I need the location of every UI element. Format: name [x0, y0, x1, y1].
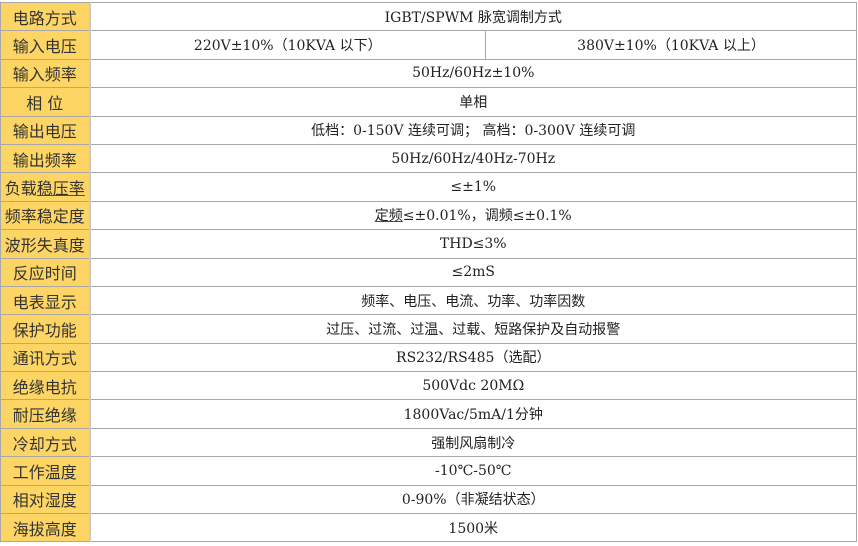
- table-row: 绝缘电抗 500Vdc 20MΩ: [0, 371, 857, 401]
- spec-value: -10℃-50℃: [89, 456, 857, 486]
- spec-value: 1500米: [89, 513, 857, 543]
- spec-value: THD≤3%: [89, 229, 857, 259]
- table-row: 频率稳定度 定频≤±0.01%，调频≤±0.1%: [0, 200, 857, 231]
- table-row: 相对湿度 0-90%（非凝结状态）: [0, 484, 857, 515]
- spec-label: 相 位: [0, 87, 91, 117]
- spec-value-right: 380V±10%（10KVA 以上）: [485, 30, 857, 60]
- spec-value: 低档：0-150V 连续可调； 高档：0-300V 连续可调: [89, 115, 857, 145]
- spec-label: 海拔高度: [0, 513, 91, 543]
- spec-label: 输入电压: [0, 30, 91, 60]
- table-row: 输入电压 220V±10%（10KVA 以下） 380V±10%（10KVA 以上）: [0, 30, 857, 60]
- spec-value-part: ≤±0.01%，调频≤±0.1%: [402, 208, 572, 225]
- spec-label: 反应时间: [0, 257, 91, 287]
- spec-label: 冷却方式: [0, 427, 91, 458]
- spec-value: ≤2mS: [89, 257, 857, 287]
- spec-value: 500Vdc 20MΩ: [89, 371, 857, 401]
- spec-value: 50Hz/60Hz/40Hz-70Hz: [89, 143, 857, 174]
- table-row: 电路方式 IGBT/SPWM 脉宽调制方式: [0, 1, 857, 32]
- spec-value: 1800Vac/5mA/1分钟: [89, 399, 857, 429]
- spec-label: 耐压绝缘: [0, 399, 91, 429]
- spec-label: 电表显示: [0, 285, 91, 316]
- spec-value: RS232/RS485（选配）: [89, 342, 857, 373]
- table-row: 海拔高度 1500米: [0, 513, 857, 543]
- table-row: 反应时间 ≤2mS: [0, 257, 857, 287]
- spec-value-left: 220V±10%（10KVA 以下）: [89, 30, 486, 60]
- table-row: 输入频率 50Hz/60Hz±10%: [0, 58, 857, 89]
- spec-value-part: 定频: [374, 208, 403, 225]
- spec-value: 单相: [89, 87, 857, 117]
- spec-value: 50Hz/60Hz±10%: [89, 58, 857, 89]
- spec-value: 过压、过流、过温、过载、短路保护及自动报警: [89, 314, 857, 344]
- spec-label: 工作温度: [0, 456, 91, 486]
- table-row: 波形失真度 THD≤3%: [0, 229, 857, 259]
- spec-value: IGBT/SPWM 脉宽调制方式: [89, 1, 857, 32]
- spec-label: 相对湿度: [0, 484, 91, 515]
- table-row: 相 位单相: [0, 87, 857, 117]
- table-row: 输出电压 低档：0-150V 连续可调； 高档：0-300V 连续可调: [0, 115, 857, 145]
- spec-label-part: 稳压率: [36, 179, 85, 199]
- spec-label: 绝缘电抗: [0, 371, 91, 401]
- spec-label-part: 负载: [4, 179, 37, 199]
- spec-label: 频率稳定度: [0, 200, 91, 231]
- table-row: 通讯方式 RS232/RS485（选配）: [0, 342, 857, 373]
- spec-label: 通讯方式: [0, 342, 91, 373]
- table-row: 负载稳压率 ≤±1%: [0, 172, 857, 202]
- table-row: 保护功能 过压、过流、过温、过载、短路保护及自动报警: [0, 314, 857, 344]
- spec-label: 输出电压: [0, 115, 91, 145]
- table-row: 电表显示 频率、电压、电流、功率、功率因数: [0, 285, 857, 316]
- spec-value: 频率、电压、电流、功率、功率因数: [89, 285, 857, 316]
- spec-label: 输出频率: [0, 143, 91, 174]
- table-row: 输出频率 50Hz/60Hz/40Hz-70Hz: [0, 143, 857, 174]
- spec-value: ≤±1%: [89, 172, 857, 202]
- spec-label: 负载稳压率: [0, 172, 91, 202]
- spec-label: 保护功能: [0, 314, 91, 344]
- spec-value: 0-90%（非凝结状态）: [89, 484, 857, 515]
- spec-value: 强制风扇制冷: [89, 427, 857, 458]
- table-row: 耐压绝缘 1800Vac/5mA/1分钟: [0, 399, 857, 429]
- table-row: 冷却方式 强制风扇制冷: [0, 427, 857, 458]
- table-row: 工作温度 -10℃-50℃: [0, 456, 857, 486]
- spec-value: 定频≤±0.01%，调频≤±0.1%: [89, 200, 857, 231]
- spec-label: 电路方式: [0, 1, 91, 32]
- spec-label: 波形失真度: [0, 229, 91, 259]
- spec-label: 输入频率: [0, 58, 91, 89]
